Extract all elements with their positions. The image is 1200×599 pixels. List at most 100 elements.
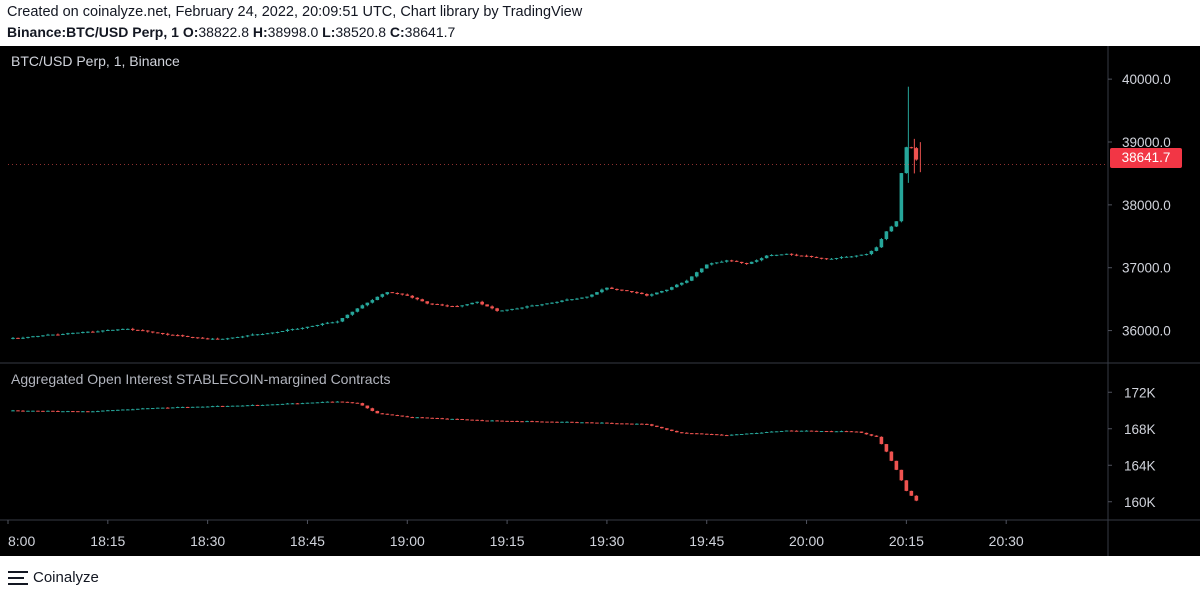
price-candle [420,299,425,302]
price-candle [280,330,285,332]
oi-candle [744,433,749,435]
price-candle [101,330,105,332]
oi-candle [260,404,265,406]
oi-candle [575,422,579,424]
oi-candle [235,405,240,407]
price-candle [355,308,360,312]
oi-candle [570,421,574,423]
oi-candle [759,432,764,434]
price-candle [899,173,904,222]
price-candle [615,288,619,290]
oi-candle [620,423,624,425]
oi-candle [600,422,604,424]
price-candle [66,333,70,335]
price-candle [525,306,529,308]
price-candle [300,327,305,329]
price-candle [170,334,175,336]
price-candle [684,280,689,283]
oi-candle [11,410,15,412]
price-candle [490,306,494,309]
low-value: 38520.8 [335,24,386,40]
price-candle [235,336,240,338]
price-candle [879,239,884,248]
price-candle [220,338,225,340]
oi-candle [345,401,350,403]
close-value: 38641.7 [404,24,456,40]
price-candle [150,331,155,333]
price-candle [16,337,20,339]
price-candle [749,261,754,264]
oi-candle [76,411,80,413]
price-candle [185,335,190,337]
oi-candle [869,434,874,436]
oi-candle [655,425,659,427]
oi-candle [555,421,559,423]
oi-candle [724,435,729,437]
oi-candle [375,410,380,414]
price-candle [635,292,639,294]
price-candle [520,307,524,309]
oi-candle [779,430,784,432]
price-tick-label: 39000.0 [1122,135,1171,150]
oi-candle [230,405,235,407]
oi-candle [435,417,440,419]
oi-candle [625,423,629,425]
price-candle [26,336,30,338]
oi-candle [335,401,340,403]
price-candle [650,294,654,296]
oi-candle [764,432,769,434]
price-candle [565,299,569,301]
price-candle [535,305,539,307]
price-candle [889,226,894,232]
price-candle [789,253,794,255]
oi-candle [315,402,320,404]
price-candle [724,260,729,262]
oi-candle [200,406,205,408]
price-candle [744,263,749,265]
price-candle [480,301,484,305]
price-candle [310,325,315,327]
price-candle [500,310,504,312]
oi-candle [380,413,385,415]
oi-candle [270,404,275,406]
oi-candle [155,407,160,409]
price-candle [894,221,899,227]
price-candle [76,332,80,334]
oi-candle [290,403,295,405]
price-candle [625,290,629,292]
oi-candle [280,403,285,405]
oi-candle [410,417,415,419]
oi-candle [669,429,674,431]
oi-candle [560,421,564,423]
price-candle [884,231,889,240]
price-candle [390,292,395,294]
oi-candle [894,460,899,470]
oi-candle [665,428,669,430]
oi-candle [180,406,185,408]
price-candle [81,332,85,334]
time-tick-label: 19:00 [390,533,425,549]
oi-candle [844,431,849,433]
price-candle [31,336,35,338]
oi-candle [190,406,195,408]
price-candle [400,293,405,295]
price-candle [734,260,739,262]
oi-tick-label: 164K [1124,458,1156,473]
oi-candle [650,424,654,426]
oi-candle [640,423,644,425]
price-candle [145,330,150,332]
price-candle [445,305,449,307]
price-candle [335,321,340,323]
price-candle [285,329,290,331]
price-candle [834,258,839,260]
chart-svg[interactable]: 8:00 18:15 18:30 18:45 19:00 19:15 19:30 19:45 2… [0,46,1200,556]
oi-candle [46,410,50,412]
price-candle [330,322,335,324]
oi-candle [585,422,589,424]
chart-area[interactable]: 8:00 18:15 18:30 18:45 19:00 19:15 19:30 19:45 2… [0,46,1200,556]
oi-candle [645,423,649,425]
oi-candle [540,421,544,423]
ohlc-line: Binance:BTC/USD Perp, 1 O:38822.8 H:3899… [7,24,455,40]
price-candle [460,305,464,307]
price-candle [655,292,659,295]
